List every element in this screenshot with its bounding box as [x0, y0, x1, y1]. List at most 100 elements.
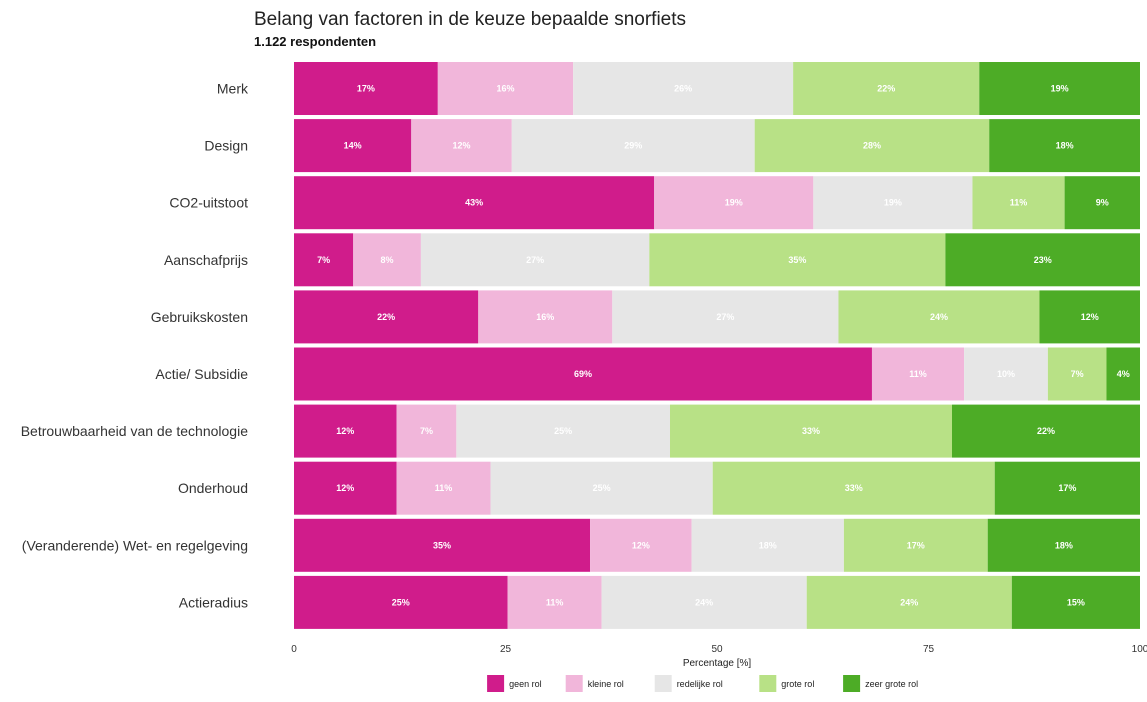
- bar-segment: [294, 461, 397, 515]
- bar-value-label: 25%: [593, 483, 611, 493]
- bar-value-label: 11%: [909, 369, 927, 379]
- bar-segment: [979, 62, 1140, 115]
- bar-value-label: 19%: [884, 198, 902, 208]
- bar-segment: [813, 176, 973, 230]
- legend-swatch: [565, 675, 583, 692]
- bar-value-label: 24%: [695, 597, 713, 607]
- bar-value-label: 27%: [526, 255, 544, 265]
- bar-segment: [972, 176, 1065, 230]
- bar-value-label: 28%: [863, 141, 881, 151]
- bar-segment: [294, 347, 872, 401]
- bar-value-label: 35%: [433, 540, 451, 550]
- category-label: Aanschafprijs: [164, 252, 248, 268]
- bar-value-label: 33%: [845, 483, 863, 493]
- category-label: Merk: [217, 81, 249, 97]
- legend-label: grote rol: [781, 679, 814, 689]
- category-label: Onderhoud: [178, 480, 248, 496]
- bar-value-label: 17%: [907, 540, 925, 550]
- bar-value-label: 22%: [1037, 426, 1055, 436]
- chart-subtitle: 1.122 respondenten: [254, 34, 377, 49]
- legend-swatch: [843, 675, 861, 692]
- bar-segment: [806, 575, 1012, 629]
- bar-value-label: 7%: [1071, 369, 1084, 379]
- x-tick-label: 0: [291, 644, 297, 655]
- bar-segment: [945, 233, 1140, 287]
- bar-value-label: 25%: [392, 597, 410, 607]
- bar-value-label: 24%: [930, 312, 948, 322]
- bar-value-label: 25%: [554, 426, 572, 436]
- bar-value-label: 7%: [420, 426, 433, 436]
- bar-value-label: 9%: [1096, 198, 1109, 208]
- category-label: Betrouwbaarheid van de technologie: [21, 423, 248, 439]
- bar-segment: [987, 518, 1140, 572]
- bar-value-label: 43%: [465, 198, 483, 208]
- bar-segment: [294, 176, 655, 230]
- bar-segment: [294, 62, 438, 115]
- bar-segment: [670, 404, 952, 458]
- bar-segment: [712, 461, 995, 515]
- bar-value-label: 12%: [336, 483, 354, 493]
- bar-value-label: 23%: [1034, 255, 1052, 265]
- chart-title: Belang van factoren in de keuze bepaalde…: [254, 9, 687, 30]
- bar-value-label: 26%: [674, 84, 692, 94]
- bar-value-label: 11%: [546, 597, 564, 607]
- bar-value-label: 17%: [1058, 483, 1076, 493]
- bar-value-label: 8%: [381, 255, 394, 265]
- bar-value-label: 12%: [1081, 312, 1099, 322]
- bar-segment: [573, 62, 794, 115]
- bar-value-label: 18%: [1056, 141, 1074, 151]
- bar-segment: [612, 290, 839, 344]
- bar-segment: [456, 404, 670, 458]
- bar-segment: [989, 119, 1140, 173]
- bar-value-label: 29%: [624, 141, 642, 151]
- bar-segment: [793, 62, 980, 115]
- bar-segment: [490, 461, 713, 515]
- bar-value-label: 7%: [317, 255, 330, 265]
- bar-segment: [511, 119, 755, 173]
- bar-value-label: 4%: [1117, 369, 1130, 379]
- legend-swatch: [487, 675, 505, 692]
- bar-segment: [396, 461, 491, 515]
- bar-value-label: 27%: [716, 312, 734, 322]
- bar-value-label: 10%: [997, 369, 1015, 379]
- legend-label: kleine rol: [588, 679, 624, 689]
- bar-segment: [437, 62, 574, 115]
- x-tick-label: 100: [1132, 644, 1147, 655]
- bar-segment: [1039, 290, 1140, 344]
- bar-segment: [754, 119, 990, 173]
- bar-segment: [1011, 575, 1140, 629]
- bar-value-label: 11%: [435, 483, 453, 493]
- x-axis: 0 25 50 75 100: [291, 644, 1147, 655]
- bar-segment: [294, 290, 479, 344]
- bar-segment: [964, 347, 1048, 401]
- category-label: Design: [204, 138, 248, 154]
- bar-segment: [396, 404, 457, 458]
- bar-value-label: 12%: [453, 141, 471, 151]
- x-tick-label: 50: [711, 644, 723, 655]
- x-tick-label: 25: [500, 644, 512, 655]
- bar-segment: [590, 518, 692, 572]
- bar-value-label: 24%: [900, 597, 918, 607]
- bar-value-label: 16%: [536, 312, 554, 322]
- bars-group: 17% 16% 26% 22% 19% 14% 12% 29% 28% 18% 43% 19% 19% 1…: [294, 62, 1140, 629]
- bar-segment: [952, 404, 1140, 458]
- bar-value-label: 12%: [336, 426, 354, 436]
- category-label: Actieradius: [179, 594, 248, 610]
- bar-segment: [871, 347, 965, 401]
- x-tick-label: 75: [923, 644, 935, 655]
- bar-segment: [420, 233, 650, 287]
- bar-value-label: 22%: [877, 84, 895, 94]
- bar-value-label: 19%: [1051, 84, 1069, 94]
- bar-value-label: 69%: [574, 369, 592, 379]
- legend-label: geen rol: [509, 679, 542, 689]
- category-label: Actie/ Subsidie: [155, 366, 248, 382]
- bar-value-label: 18%: [1055, 540, 1073, 550]
- legend-label: redelijke rol: [677, 679, 723, 689]
- bar-value-label: 15%: [1067, 597, 1085, 607]
- bar-value-label: 35%: [788, 255, 806, 265]
- bar-value-label: 12%: [632, 540, 650, 550]
- bar-segment: [994, 461, 1140, 515]
- bar-value-label: 18%: [759, 540, 777, 550]
- legend-swatch: [654, 675, 672, 692]
